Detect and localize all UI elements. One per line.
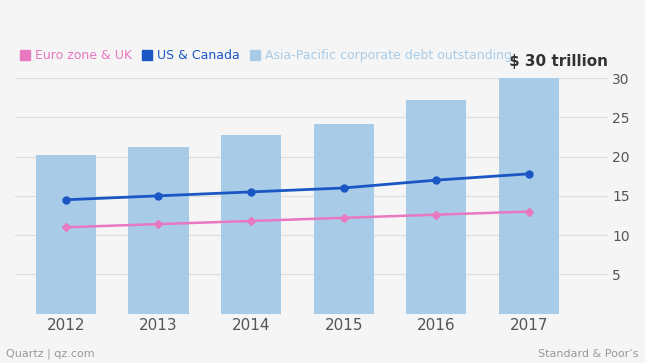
Bar: [221, 135, 281, 314]
Bar: [313, 123, 373, 314]
Bar: [128, 147, 188, 314]
Text: $ 30 trillion: $ 30 trillion: [508, 54, 608, 69]
Text: Standard & Poor’s: Standard & Poor’s: [538, 349, 639, 359]
Bar: [406, 100, 466, 314]
Text: Quartz | qz.com: Quartz | qz.com: [6, 349, 95, 359]
Bar: [499, 78, 559, 314]
Bar: [36, 155, 96, 314]
Legend: Euro zone & UK, US & Canada, Asia-Pacific corporate debt outstanding: Euro zone & UK, US & Canada, Asia-Pacifi…: [15, 44, 517, 67]
